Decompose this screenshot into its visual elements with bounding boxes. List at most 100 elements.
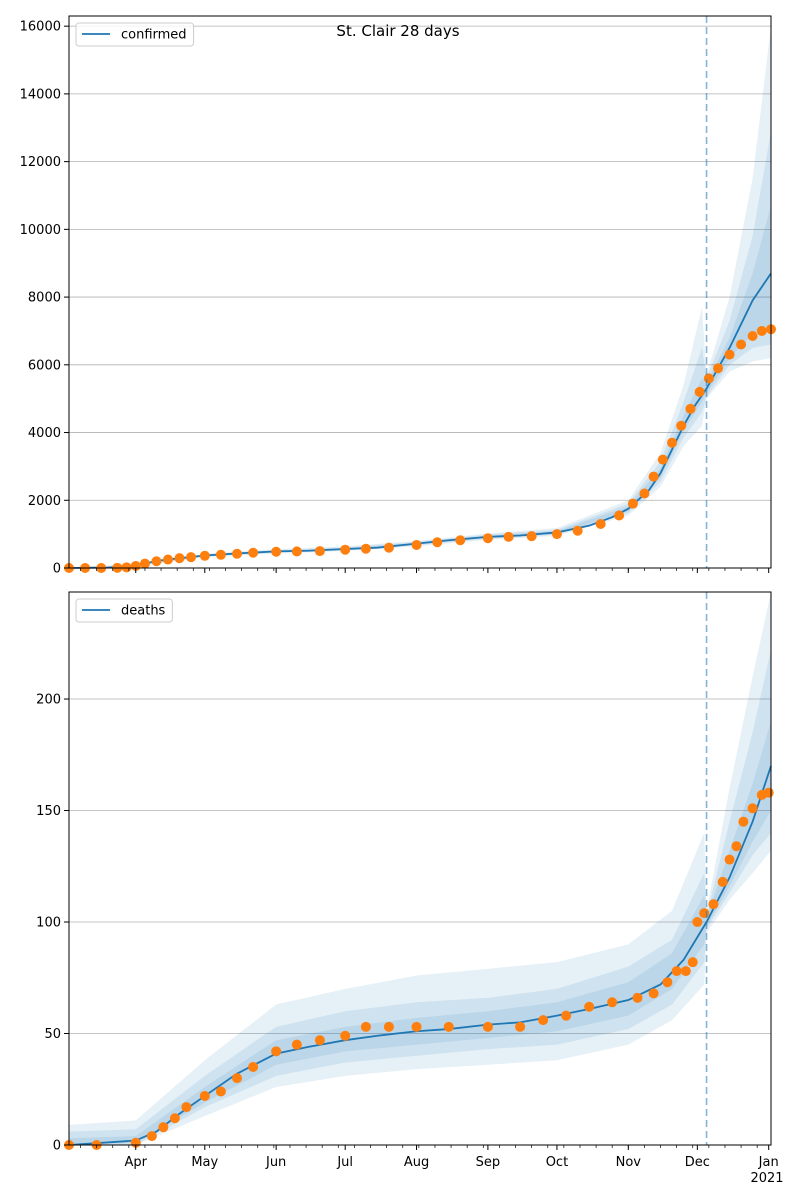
observed-point	[747, 803, 758, 814]
y-tick-label: 200	[36, 693, 61, 708]
y-tick-label: 0	[53, 1139, 61, 1154]
observed-point	[443, 1021, 454, 1032]
observed-point	[181, 1102, 192, 1113]
observed-point	[162, 554, 173, 565]
y-tick-label: 150	[36, 804, 61, 819]
observed-point	[685, 403, 696, 414]
observed-point	[383, 542, 394, 553]
legend-label-confirmed: confirmed	[121, 28, 187, 43]
observed-point	[572, 525, 583, 536]
observed-point	[411, 539, 422, 550]
x-tick-label: Aug	[404, 1155, 429, 1170]
observed-point	[671, 966, 682, 977]
observed-point	[291, 546, 302, 557]
observed-point	[248, 1061, 259, 1072]
observed-point	[724, 349, 735, 360]
observed-point	[731, 841, 742, 852]
observed-point	[736, 339, 747, 350]
observed-point	[717, 876, 728, 887]
observed-point	[158, 1122, 169, 1133]
observed-point	[432, 537, 443, 548]
y-tick-label: 8000	[28, 291, 61, 306]
observed-point	[738, 816, 749, 827]
observed-point	[146, 1131, 157, 1142]
observed-point	[215, 1086, 226, 1097]
y-tick-label: 6000	[28, 358, 61, 373]
observed-point	[648, 471, 659, 482]
observed-point	[724, 854, 735, 865]
observed-point	[515, 1021, 526, 1032]
y-tick-label: 14000	[20, 87, 61, 102]
observed-point	[314, 546, 325, 557]
y-tick-label: 50	[44, 1027, 61, 1042]
x-tick-label: Oct	[546, 1155, 568, 1170]
y-tick-label: 16000	[20, 20, 61, 35]
y-tick-label: 10000	[20, 223, 61, 238]
confirmed-axes-frame	[68, 15, 772, 569]
observed-point	[232, 1073, 243, 1084]
observed-point	[199, 550, 210, 561]
observed-point	[139, 558, 150, 569]
observed-point	[657, 454, 668, 465]
chart-title: St. Clair 28 days	[336, 22, 459, 40]
observed-point	[676, 420, 687, 431]
observed-point	[271, 1046, 282, 1057]
uncertainty-band-mid	[69, 649, 771, 1145]
deaths-x-axis: Apr May Jun Jul Aug Sep Oct Nov Dec Jan	[80, 1145, 779, 1170]
observed-point	[632, 992, 643, 1003]
observed-point	[708, 899, 719, 910]
confirmed-y-axis: 0 2000 4000 6000 8000 10000 12000 14000 16000	[20, 20, 69, 577]
y-tick-label: 0	[53, 562, 61, 577]
observed-point	[614, 510, 625, 521]
y-tick-label: 4000	[28, 426, 61, 441]
deaths-panel: 0 50 100 150 200 Apr May Jun Jul Aug Sep Oct Nov Dec…	[36, 591, 784, 1186]
x-tick-label: May	[191, 1155, 218, 1170]
confirmed-legend: confirmed	[75, 22, 195, 47]
observed-point	[455, 535, 466, 546]
observed-point	[639, 488, 650, 499]
observed-point	[271, 546, 282, 557]
observed-point	[248, 547, 259, 558]
observed-point	[383, 1021, 394, 1032]
observed-point	[687, 957, 698, 968]
observed-point	[561, 1010, 572, 1021]
legend-box	[75, 598, 173, 623]
observed-point	[694, 386, 705, 397]
observed-point	[215, 549, 226, 560]
legend-label-deaths: deaths	[121, 604, 166, 619]
x-tick-label: Jul	[336, 1155, 353, 1170]
legend-box	[75, 22, 195, 47]
x-tick-label: Jun	[265, 1155, 286, 1170]
y-tick-label: 12000	[20, 155, 61, 170]
observed-point	[763, 787, 774, 798]
observed-point	[756, 325, 767, 336]
deaths-axes-frame	[68, 591, 772, 1146]
observed-point	[340, 1030, 351, 1041]
observed-point	[680, 966, 691, 977]
deaths-y-axis: 0 50 100 150 200	[36, 693, 69, 1154]
observed-point	[595, 518, 606, 529]
x-tick-label: Dec	[685, 1155, 710, 1170]
observed-point	[503, 531, 514, 542]
observed-point	[340, 544, 351, 555]
observed-point	[703, 373, 714, 384]
x-axis-year-label: 2021	[750, 1171, 783, 1186]
observed-point	[667, 437, 678, 448]
deaths-legend: deaths	[75, 598, 173, 623]
observed-point	[662, 977, 673, 988]
observed-point	[482, 1021, 493, 1032]
deaths-observed-points	[64, 787, 774, 1150]
x-tick-label: Sep	[476, 1155, 501, 1170]
observed-point	[551, 529, 562, 540]
x-tick-label: Apr	[124, 1155, 147, 1170]
observed-point	[584, 1001, 595, 1012]
observed-point	[360, 543, 371, 554]
observed-point	[314, 1035, 325, 1046]
observed-point	[607, 997, 618, 1008]
y-tick-label: 2000	[28, 494, 61, 509]
observed-point	[538, 1015, 549, 1026]
observed-point	[291, 1039, 302, 1050]
observed-point	[169, 1113, 180, 1124]
observed-point	[627, 498, 638, 509]
